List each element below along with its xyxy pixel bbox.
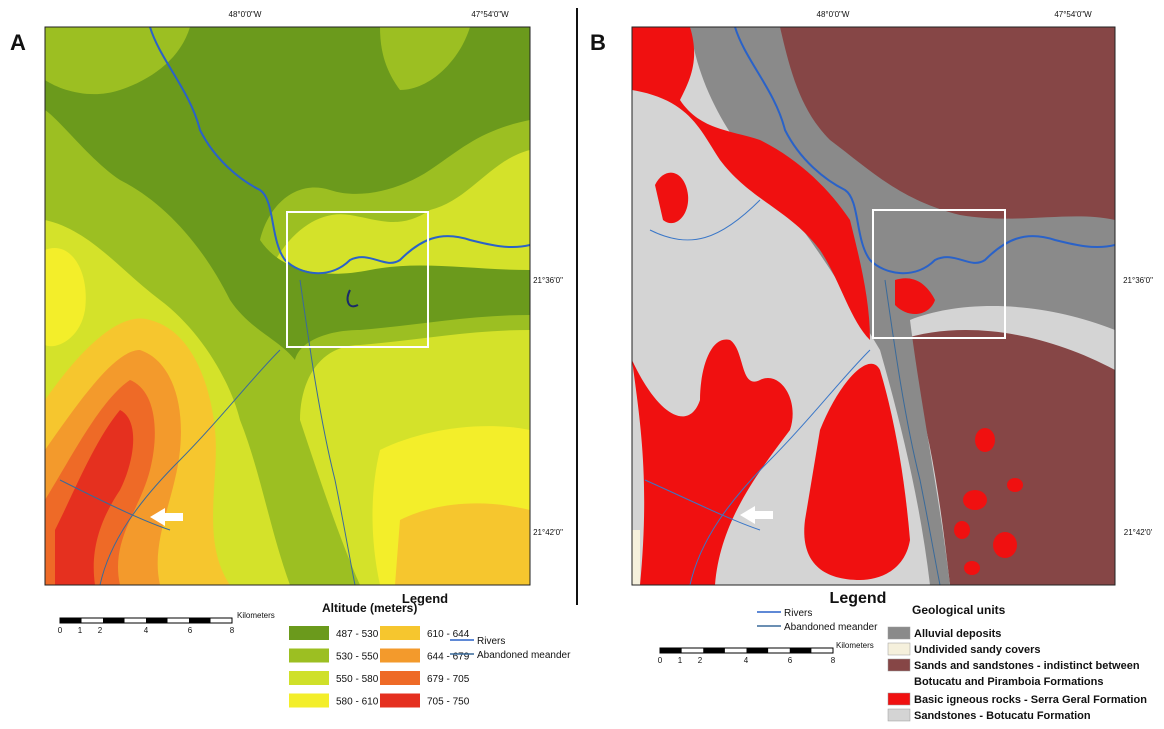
- legend-swatch: [380, 694, 420, 708]
- map-a: [45, 27, 530, 585]
- legend-label: Rivers: [477, 636, 505, 647]
- scale-tick: 2: [698, 656, 703, 665]
- legend-swatch: [380, 626, 420, 640]
- coordinate: 48°0'0"W: [229, 10, 262, 19]
- legend-label: 610 - 644: [427, 629, 470, 640]
- legend-swatch: [380, 671, 420, 685]
- scale-segment: [660, 648, 682, 653]
- legend-label: Alluvial deposits: [914, 628, 1001, 640]
- legend-label: 644 - 679: [427, 652, 470, 663]
- legend-label: Undivided sandy covers: [914, 644, 1041, 656]
- coordinate: 21°42'0': [1124, 528, 1153, 537]
- legend-swatch: [888, 693, 910, 705]
- scale-tick: 2: [98, 626, 103, 635]
- coordinate: 21°36'0": [533, 276, 563, 285]
- panel-label: B: [590, 30, 606, 55]
- legend-label: Abandoned meander: [477, 650, 571, 661]
- legend-label: 487 - 530: [336, 629, 379, 640]
- scale-tick: 6: [788, 656, 793, 665]
- scale-unit: Kilometers: [836, 641, 874, 650]
- scale-unit: Kilometers: [237, 611, 275, 620]
- legend-label: 705 - 750: [427, 697, 470, 708]
- legend-label: 580 - 610: [336, 697, 379, 708]
- scale-segment: [747, 648, 769, 653]
- legend-label: Sandstones - Botucatu Formation: [914, 710, 1091, 722]
- legend-swatch: [289, 626, 329, 640]
- legend-swatch: [380, 649, 420, 663]
- legend-label: Abandoned meander: [784, 622, 878, 633]
- legend-label: Rivers: [784, 608, 812, 619]
- legend-label: Basic igneous rocks - Serra Geral Format…: [914, 694, 1147, 706]
- scale-segment: [189, 618, 211, 623]
- scale-tick: 0: [58, 626, 63, 635]
- legend-swatch: [888, 627, 910, 639]
- legend-label: 550 - 580: [336, 674, 379, 685]
- legend-swatch: [888, 643, 910, 655]
- scale-segment: [60, 618, 82, 623]
- scale-tick: 0: [658, 656, 663, 665]
- scale-segment: [146, 618, 168, 623]
- legend-heading: Altitude (meters): [322, 601, 417, 615]
- legend-title: Legend: [830, 590, 887, 607]
- scale-tick: 1: [678, 656, 683, 665]
- coordinate: 21°36'0": [1123, 276, 1153, 285]
- scale-segment: [790, 648, 812, 653]
- scale-tick: 4: [744, 656, 749, 665]
- coordinate: 47°54'0"W: [1054, 10, 1092, 19]
- scale-tick: 4: [144, 626, 149, 635]
- coordinate: 48°0'0"W: [817, 10, 850, 19]
- coordinate: 47°54'0"W: [471, 10, 509, 19]
- scale-tick: 6: [188, 626, 193, 635]
- legend-label: Sands and sandstones - indistinct betwee…: [914, 660, 1140, 672]
- scale-tick: 8: [831, 656, 836, 665]
- scale-segment: [103, 618, 125, 623]
- legend-heading: Geological units: [912, 603, 1006, 617]
- panel-label: A: [10, 30, 26, 55]
- legend-swatch: [289, 694, 329, 708]
- legend-swatch: [888, 709, 910, 721]
- coordinate: 21°42'0": [533, 528, 563, 537]
- figure: A 48°0'0"W 47°54'0"W 21°36'0" 21°42'0" Legend…: [0, 0, 1164, 724]
- scale-tick: 1: [78, 626, 83, 635]
- scale-tick: 8: [230, 626, 235, 635]
- legend-swatch: [289, 649, 329, 663]
- legend-label: 530 - 550: [336, 652, 379, 663]
- scale-segment: [703, 648, 725, 653]
- legend-label: 679 - 705: [427, 674, 470, 685]
- legend-swatch: [289, 671, 329, 685]
- map-b: [632, 27, 1115, 585]
- legend-label: Botucatu and Piramboia Formations: [914, 676, 1103, 688]
- legend-swatch: [888, 659, 910, 671]
